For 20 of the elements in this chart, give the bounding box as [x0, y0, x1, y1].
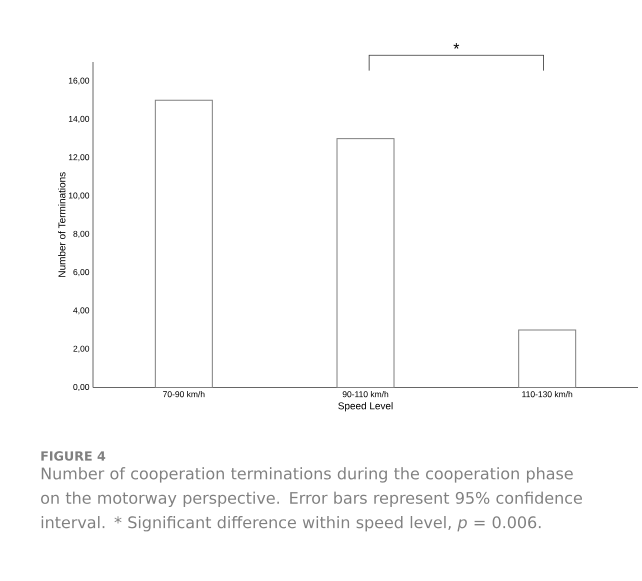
text: *	[453, 43, 460, 49]
y-tick-label: 0,00	[73, 384, 90, 391]
y-tick-label: 2,00	[73, 346, 90, 353]
text: Number of cooperation terminations during the cooperation phase on the motorway perspective. Error bars represent 95% confidence interval. * Significant difference within speed level, p = 0.006.	[41, 467, 582, 532]
x-tick-label: 70-90 km/h	[163, 391, 204, 398]
bar	[154, 100, 213, 388]
y-tick-label: 14,00	[68, 116, 90, 123]
y-tick-label: 4,00	[73, 307, 90, 314]
caption: FIGURE 4	[41, 451, 106, 461]
y-tick-label: 12,00	[68, 154, 90, 162]
y-tick-label: 16,00	[68, 78, 90, 85]
x-tick-label: 110-130 km/h	[522, 391, 572, 398]
y-axis-title: Number of Terminations	[58, 172, 66, 277]
y-tick-label: 8,00	[73, 230, 90, 238]
x-axis-title: Speed Level	[338, 402, 393, 412]
y-tick-label: 10,00	[68, 192, 90, 200]
y-tick-label: 6,00	[73, 269, 90, 276]
x-tick-label: 90-110 km/h	[342, 391, 388, 398]
bar	[518, 330, 576, 388]
bar	[336, 138, 395, 388]
